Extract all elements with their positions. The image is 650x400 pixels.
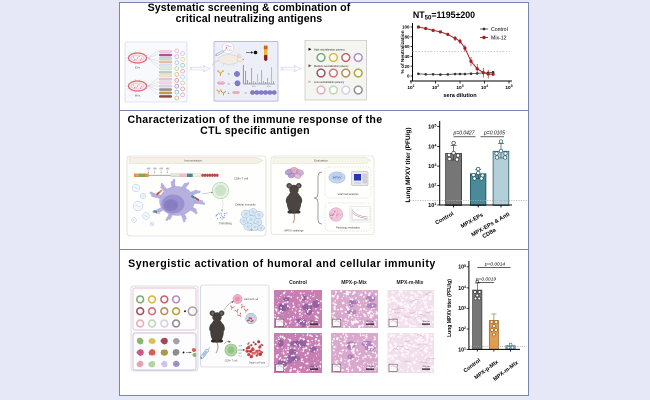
svg-text:40: 40 (404, 54, 410, 59)
svg-text:105: 105 (505, 84, 512, 91)
svg-text:MPXV challenge: MPXV challenge (284, 229, 304, 233)
svg-text:High neutralization potency: High neutralization potency (314, 48, 345, 52)
svg-text:200 µm: 200 µm (310, 366, 318, 368)
svg-text:TNF: TNF (239, 346, 244, 348)
svg-text:=: = (228, 81, 231, 86)
svg-text:MVs: MVs (135, 94, 141, 98)
svg-text:AAV: AAV (153, 167, 157, 170)
svg-text:Viral load analysis: Viral load analysis (338, 192, 360, 196)
svg-text:Low neutralization potency: Low neutralization potency (314, 80, 345, 84)
svg-text:200 µm: 200 µm (310, 321, 318, 323)
svg-text:101: 101 (458, 346, 466, 353)
svg-text:102: 102 (432, 84, 439, 91)
svg-text:TNF/IFN/IL: TNF/IFN/IL (219, 222, 233, 226)
svg-text:Medium neutralization potency: Medium neutralization potency (314, 64, 349, 68)
svg-text:101: 101 (428, 202, 436, 209)
svg-text:Control: Control (289, 280, 307, 286)
svg-text:Lung MPXV titer (PFU/g): Lung MPXV titer (PFU/g) (405, 127, 412, 202)
svg-text:Evaluation: Evaluation (314, 159, 328, 163)
svg-text:80: 80 (404, 34, 410, 39)
svg-text:=: = (245, 90, 248, 95)
svg-text:CD8+ T cell: CD8+ T cell (225, 360, 238, 363)
svg-text:Control: Control (491, 27, 508, 33)
svg-text:200 µm: 200 µm (422, 366, 430, 368)
svg-text:NT50=1195±200: NT50=1195±200 (413, 10, 475, 22)
svg-text:MPX-p-Mix: MPX-p-Mix (341, 280, 367, 286)
svg-text:IFN: IFN (239, 353, 243, 355)
svg-text:104: 104 (458, 285, 466, 292)
svg-text:103: 103 (428, 163, 436, 170)
svg-text:p=0.0105: p=0.0105 (483, 131, 505, 137)
svg-text:MPX-m-Mix: MPX-m-Mix (397, 280, 424, 286)
svg-text:AAV: AAV (166, 167, 170, 170)
svg-text:104: 104 (428, 144, 437, 151)
svg-text:p=0.0427: p=0.0427 (453, 131, 475, 137)
svg-text:Immunization: Immunization (184, 159, 202, 163)
svg-text:T7: T7 (136, 175, 138, 177)
svg-text:101: 101 (407, 84, 414, 91)
svg-text:Lung MPXV titer (PFU/g): Lung MPXV titer (PFU/g) (447, 279, 453, 337)
svg-text:103: 103 (458, 305, 466, 312)
svg-text:% of Neutralization: % of Neutralization (400, 30, 406, 73)
svg-text:AAV: AAV (147, 167, 151, 170)
svg-text:200 µm: 200 µm (422, 321, 430, 323)
svg-text:60: 60 (404, 44, 410, 49)
svg-text:Pathology evaluation: Pathology evaluation (336, 226, 361, 230)
svg-text:CD8+ T cell: CD8+ T cell (234, 177, 248, 181)
svg-text:Control: Control (434, 211, 455, 227)
svg-text:103: 103 (456, 84, 463, 91)
svg-text:EVs: EVs (252, 86, 256, 88)
svg-text:200 µm: 200 µm (366, 321, 374, 323)
svg-text:plasma B cell: plasma B cell (244, 298, 259, 301)
svg-text:+: + (228, 90, 231, 95)
svg-text:EVs: EVs (135, 66, 141, 70)
svg-text:20: 20 (404, 64, 410, 69)
svg-text:0: 0 (407, 74, 410, 79)
svg-text:MPXV: MPXV (333, 175, 343, 179)
svg-text:100: 100 (402, 25, 410, 30)
svg-text:200 µm: 200 µm (366, 366, 374, 368)
svg-text:Mix-12: Mix-12 (491, 36, 507, 42)
svg-text:105: 105 (458, 264, 466, 271)
svg-text:102: 102 (458, 326, 466, 333)
svg-text:104: 104 (481, 84, 488, 91)
svg-text:102: 102 (428, 182, 436, 189)
svg-text:105: 105 (428, 124, 436, 131)
svg-text:sera dilution: sera dilution (443, 93, 477, 99)
svg-text:Target cell lysis: Target cell lysis (249, 362, 266, 365)
svg-text:p=0.0014: p=0.0014 (484, 262, 505, 268)
svg-text:IL-2: IL-2 (239, 356, 242, 358)
svg-text:p=0.0019: p=0.0019 (475, 277, 496, 283)
svg-text:MVs: MVs (267, 86, 271, 88)
svg-text:=: = (228, 71, 231, 76)
svg-text:AAV: AAV (160, 167, 164, 170)
svg-text:Cellular immunity: Cellular immunity (235, 203, 256, 207)
